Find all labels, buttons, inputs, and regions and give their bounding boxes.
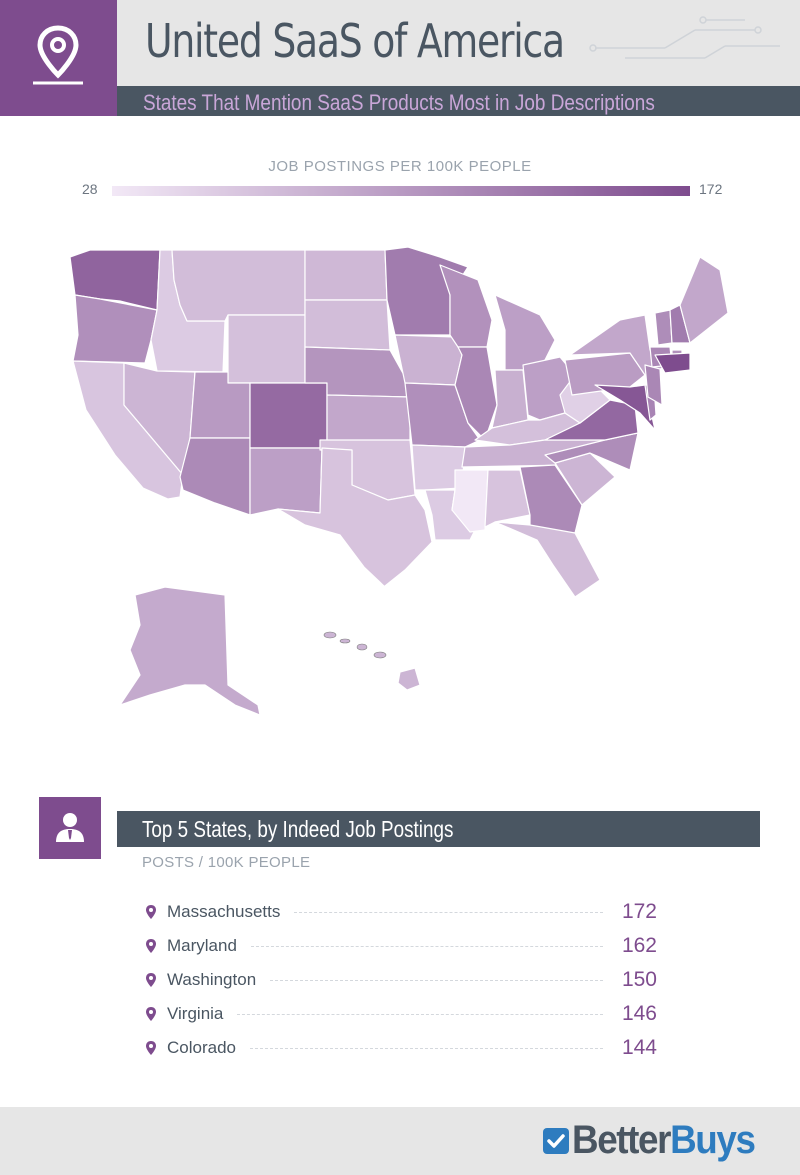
logo-text-part2: Buys [670,1118,756,1162]
state-montana [171,249,306,322]
us-choropleth-map [69,246,729,716]
state-new-mexico [249,447,323,516]
legend-title: JOB POSTINGS PER 100K PEOPLE [268,158,532,175]
page-title: United SaaS of America [145,14,565,68]
header-icon-box [0,0,117,116]
state-name: Virginia [167,1004,224,1023]
state-iowa [394,334,463,386]
state-alabama [484,469,531,528]
header-top-band [117,0,800,86]
state-value: 150 [621,968,657,991]
state-alaska [119,586,261,716]
map-pin-icon [146,905,156,919]
top-states-list: Massachusetts 172 Maryland 162 Washingto… [145,895,657,1065]
state-maine [679,256,729,344]
state-indiana [491,369,529,429]
leader-dots [237,1013,603,1015]
state-michigan [494,294,556,371]
state-pennsylvania [564,352,646,396]
state-arizona [179,437,251,516]
state-north-dakota [304,249,388,301]
state-vermont [654,309,673,346]
state-value: 172 [621,900,657,923]
state-massachusetts [654,352,691,374]
section-subtitle: POSTS / 100K PEOPLE [142,854,311,871]
state-new-jersey [644,364,663,406]
list-item: Massachusetts 172 [145,895,657,929]
state-texas [277,447,433,591]
state-name: Colorado [167,1038,236,1057]
leader-dots [270,979,603,981]
page-subtitle: States That Mention SaaS Products Most i… [143,90,655,115]
legend-color-scale [112,186,690,196]
state-name: Massachusetts [167,902,281,921]
state-oregon [72,294,158,364]
map-pin-icon [146,1007,156,1021]
logo-text-part1: Better [572,1118,671,1162]
circuit-decoration [589,16,780,59]
hawaii-island [373,651,387,659]
leader-dots [250,1047,603,1049]
state-value: 144 [621,1036,657,1059]
state-name: Maryland [167,936,237,955]
hawaii-island [356,643,368,651]
list-item: Washington 150 [145,963,657,997]
person-icon [56,813,84,842]
checkmark-logo-icon [543,1128,569,1154]
state-illinois [454,346,498,441]
hawaii-island [339,638,351,644]
state-florida [494,521,601,598]
map-pin-icon [146,1041,156,1055]
legend-min-label: 28 [82,181,98,197]
list-item: Maryland 162 [145,929,657,963]
legend-max-label: 172 [699,181,723,197]
map-pin-icon [146,939,156,953]
state-wyoming [227,314,306,384]
footer [0,1107,800,1175]
leader-dots [294,911,603,913]
state-name: Washington [167,970,257,989]
section-title: Top 5 States, by Indeed Job Postings [142,816,454,842]
map-pin-icon [33,25,83,85]
state-south-dakota [304,299,391,351]
map-pin-icon [146,973,156,987]
list-item: Virginia 146 [145,997,657,1031]
state-hawaii [397,667,421,691]
section-icon-box [39,797,101,859]
state-value: 146 [621,1002,657,1025]
leader-dots [250,945,603,947]
state-maryland [594,384,656,431]
brand-logo: BetterBuys [572,1118,756,1163]
list-item: Colorado 144 [145,1031,657,1065]
header-subtitle-band [117,86,800,116]
state-value: 162 [621,934,657,957]
state-colorado [249,382,328,449]
hawaii-island [323,631,337,639]
section-title-band [117,811,760,847]
state-arkansas [411,444,466,491]
